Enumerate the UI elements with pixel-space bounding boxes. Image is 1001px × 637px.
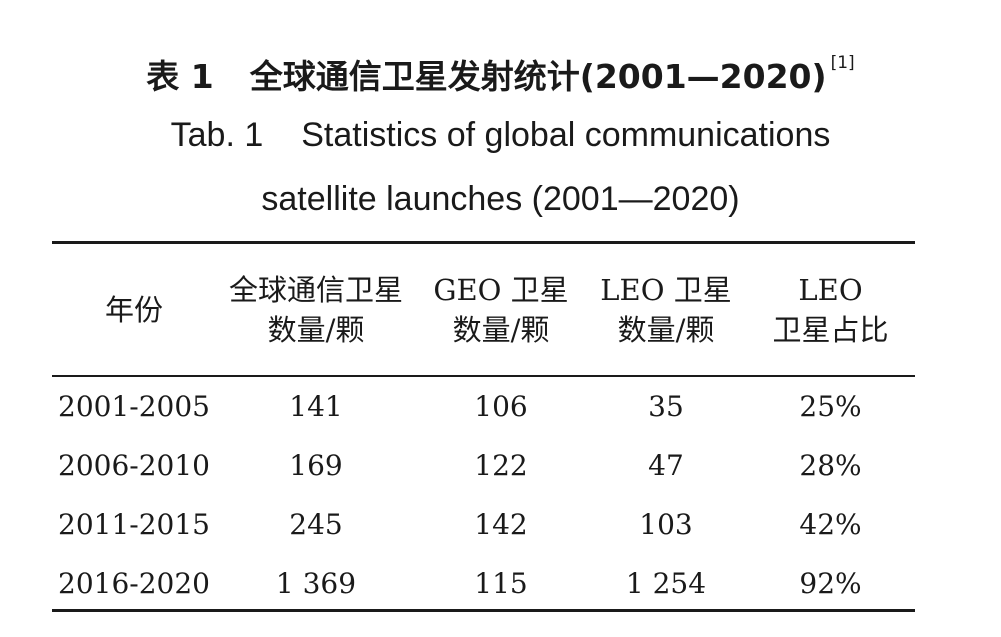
cell-leo-share: 42% bbox=[799, 508, 862, 541]
header-leo-count: LEO 卫星 数量/颗 bbox=[586, 244, 746, 375]
header-leo-share: LEO 卫星占比 bbox=[746, 244, 915, 375]
table-row: 2011-2015 245 142 103 42% bbox=[52, 495, 915, 554]
header-leo-count-line1: LEO 卫星 bbox=[600, 272, 732, 307]
header-leo-count-line2: 数量/颗 bbox=[617, 312, 715, 347]
cell-geo-count: 122 bbox=[474, 449, 528, 482]
caption-en-line1: Tab. 1 Statistics of global communication… bbox=[0, 116, 1001, 155]
cell-year: 2006-2010 bbox=[58, 449, 210, 482]
cell-leo-count: 1 254 bbox=[625, 567, 707, 600]
cell-global-count: 169 bbox=[289, 449, 343, 482]
cell-global-count: 141 bbox=[289, 390, 343, 423]
table-top-rule bbox=[52, 241, 915, 244]
table-bottom-rule bbox=[52, 609, 915, 612]
cell-global-count: 245 bbox=[289, 508, 343, 541]
satellite-launch-table: 年份 全球通信卫星 数量/颗 GEO 卫星 数量/颗 LEO 卫星 数量/颗 LEO 卫… bbox=[52, 244, 915, 613]
table-header-rule bbox=[52, 375, 915, 377]
cell-year: 2011-2015 bbox=[58, 508, 210, 541]
caption-cn-label: 表 1 bbox=[146, 57, 214, 96]
caption-reference: [1] bbox=[830, 53, 855, 73]
header-geo-count-line2: 数量/颗 bbox=[452, 312, 550, 347]
cell-year: 2016-2020 bbox=[58, 567, 210, 600]
cell-leo-share: 25% bbox=[799, 390, 862, 423]
caption-cn-title: 全球通信卫星发射统计(2001—2020) bbox=[249, 57, 827, 96]
cell-year: 2001-2005 bbox=[58, 390, 210, 423]
header-leo-share-line1: LEO bbox=[798, 272, 863, 307]
caption-cn: 表 1 全球通信卫星发射统计(2001—2020) [1] bbox=[0, 50, 1001, 98]
cell-leo-count: 103 bbox=[639, 508, 693, 541]
header-year-label: 年份 bbox=[104, 292, 163, 327]
cell-geo-count: 142 bbox=[474, 508, 528, 541]
cell-geo-count: 115 bbox=[474, 567, 528, 600]
header-geo-count-line1: GEO 卫星 bbox=[433, 272, 569, 307]
table-row: 2006-2010 169 122 47 28% bbox=[52, 436, 915, 495]
caption-en-label: Tab. 1 bbox=[170, 116, 264, 154]
table-row: 2001-2005 141 106 35 25% bbox=[52, 375, 915, 436]
header-geo-count: GEO 卫星 数量/颗 bbox=[416, 244, 586, 375]
header-global-count-line1: 全球通信卫星 bbox=[228, 272, 403, 307]
header-global-count-line2: 数量/颗 bbox=[267, 312, 365, 347]
caption-en-line2: satellite launches (2001—2020) bbox=[261, 180, 740, 218]
table-row: 2016-2020 1 369 115 1 254 92% bbox=[52, 554, 915, 613]
header-global-count: 全球通信卫星 数量/颗 bbox=[216, 244, 416, 375]
header-year: 年份 bbox=[52, 244, 216, 375]
cell-global-count: 1 369 bbox=[275, 567, 357, 600]
header-leo-share-line2: 卫星占比 bbox=[772, 312, 889, 347]
cell-leo-count: 35 bbox=[648, 390, 684, 423]
cell-leo-share: 92% bbox=[799, 567, 862, 600]
table-header-row: 年份 全球通信卫星 数量/颗 GEO 卫星 数量/颗 LEO 卫星 数量/颗 LEO 卫… bbox=[52, 244, 915, 375]
cell-leo-count: 47 bbox=[648, 449, 684, 482]
cell-leo-share: 28% bbox=[799, 449, 862, 482]
caption-en-title-line1: Statistics of global communications bbox=[301, 116, 831, 154]
cell-geo-count: 106 bbox=[474, 390, 528, 423]
